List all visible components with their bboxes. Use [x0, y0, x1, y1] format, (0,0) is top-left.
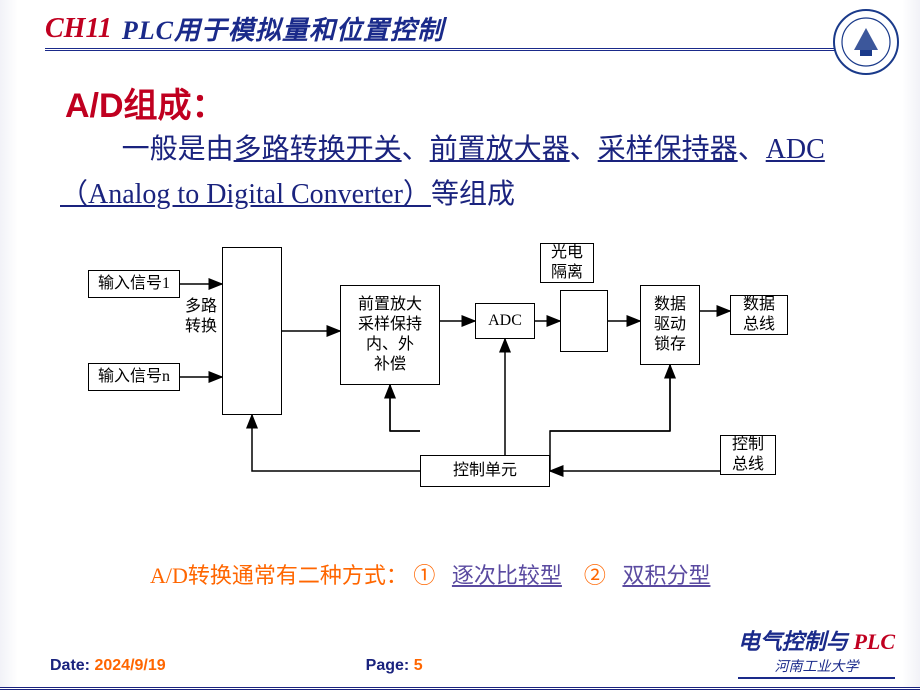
node-preamp: 前置放大 采样保持 内、外 补偿 — [340, 285, 440, 385]
note-num-2: ② — [584, 563, 606, 588]
body-suffix: 等组成 — [431, 179, 515, 210]
university-logo-icon — [832, 8, 900, 76]
brand-line1a: 电气控制与 — [738, 629, 854, 654]
note-link-2[interactable]: 双积分型 — [622, 563, 710, 588]
footer-page-label: Page: — [366, 657, 410, 674]
bottom-note: A/D转换通常有二种方式： ① 逐次比较型 ② 双积分型 — [150, 559, 770, 592]
footer-brand: 电气控制与 PLC 河南工业大学 — [738, 624, 895, 679]
section-title: A/D组成： — [65, 78, 226, 127]
right-shadow — [902, 0, 920, 687]
brand-line2: 河南工业大学 — [738, 656, 895, 679]
body-prefix: 一般是由 — [122, 134, 234, 165]
node-mux-label: 多路 转换 — [180, 295, 222, 339]
body-underline-2: 前置放大器 — [430, 134, 570, 165]
body-sep-2: 、 — [570, 134, 598, 165]
body-sep-3: 、 — [738, 134, 766, 165]
node-adc: ADC — [475, 303, 535, 339]
node-driver: 数据 驱动 锁存 — [640, 285, 700, 365]
chapter-label: CH11 — [45, 13, 112, 45]
node-input-n: 输入信号n — [88, 363, 180, 391]
left-shadow — [0, 0, 18, 687]
body-paragraph: 一般是由多路转换开关、前置放大器、采样保持器、ADC（Analog to Dig… — [60, 128, 865, 218]
note-lead: A/D转换通常有二种方式： — [150, 563, 408, 588]
body-underline-3: 采样保持器 — [598, 134, 738, 165]
node-control-unit: 控制单元 — [420, 455, 550, 487]
ad-block-diagram: 输入信号1 输入信号n 多路 转换 前置放大 采样保持 内、外 补偿 ADC 光… — [80, 235, 840, 515]
note-num-1: ① — [413, 563, 435, 588]
footer-date-value: 2024/9/19 — [94, 657, 165, 674]
brand-line1b: PLC — [853, 629, 895, 654]
header-title: PLC用于模拟量和位置控制 — [122, 10, 444, 47]
node-iso-label: 光电 隔离 — [540, 243, 594, 283]
header-rule — [45, 48, 840, 51]
node-data-bus: 数据 总线 — [730, 295, 788, 335]
body-underline-1: 多路转换开关 — [234, 134, 402, 165]
footer-date-label: Date: — [50, 657, 90, 674]
node-iso — [560, 290, 608, 352]
footer-page-value: 5 — [414, 657, 423, 674]
node-control-bus: 控制 总线 — [720, 435, 776, 475]
body-sep-1: 、 — [402, 134, 430, 165]
note-link-1[interactable]: 逐次比较型 — [452, 563, 562, 588]
node-input-1: 输入信号1 — [88, 270, 180, 298]
slide: CH11 PLC用于模拟量和位置控制 A/D组成： 一般是由多路转换开关、前置放… — [0, 0, 920, 690]
node-mux — [222, 247, 282, 415]
slide-header: CH11 PLC用于模拟量和位置控制 — [45, 10, 880, 47]
